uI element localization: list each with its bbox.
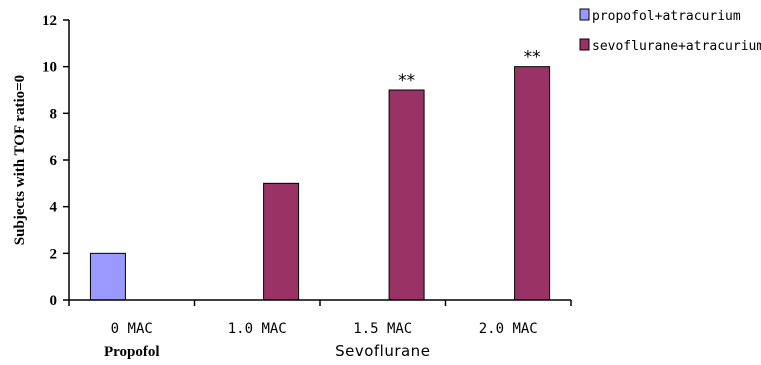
y-tick-label: 12 (42, 13, 57, 29)
x-tick-label: 1.5 MAC (353, 321, 412, 337)
x-tick-label: 0 MAC (111, 321, 153, 337)
legend: propofol+atracurium sevoflurane+atracuriu… (579, 8, 761, 54)
y-tick-label: 0 (50, 293, 58, 309)
y-tick-label: 10 (42, 60, 57, 76)
bar (388, 89, 425, 301)
y-tick-label: 6 (50, 153, 58, 169)
x-axis-labels: 0 MAC 1.0 MAC 1.5 MAC 2.0 MAC (111, 321, 538, 337)
y-axis-label: Subjects with TOF ratio=0 (12, 75, 28, 245)
x-tick-label: 2.0 MAC (479, 321, 538, 337)
legend-swatch (579, 38, 590, 51)
significance-annotation: ** (524, 48, 541, 68)
bar (514, 66, 551, 301)
group-label: Propofol (104, 344, 160, 360)
bars (89, 66, 551, 301)
legend-swatch (579, 8, 590, 21)
bar (263, 182, 300, 301)
y-axis-ticks: 0 2 4 6 8 10 12 (42, 13, 69, 309)
y-tick-label: 8 (50, 106, 58, 122)
legend-label: sevoflurane+atracurium (592, 39, 761, 54)
bar (89, 252, 126, 301)
group-labels: Propofol Sevoflurane (104, 342, 430, 360)
group-label: Sevoflurane (335, 342, 430, 360)
y-tick-label: 4 (50, 200, 58, 216)
legend-label: propofol+atracurium (592, 9, 741, 24)
significance-annotation: ** (398, 71, 415, 91)
axes (68, 20, 572, 306)
x-tick-label: 1.0 MAC (228, 321, 287, 337)
y-tick-label: 2 (50, 246, 58, 262)
y-axis-label-group: Subjects with TOF ratio=0 (12, 75, 28, 245)
annotations: ** ** (398, 48, 540, 91)
